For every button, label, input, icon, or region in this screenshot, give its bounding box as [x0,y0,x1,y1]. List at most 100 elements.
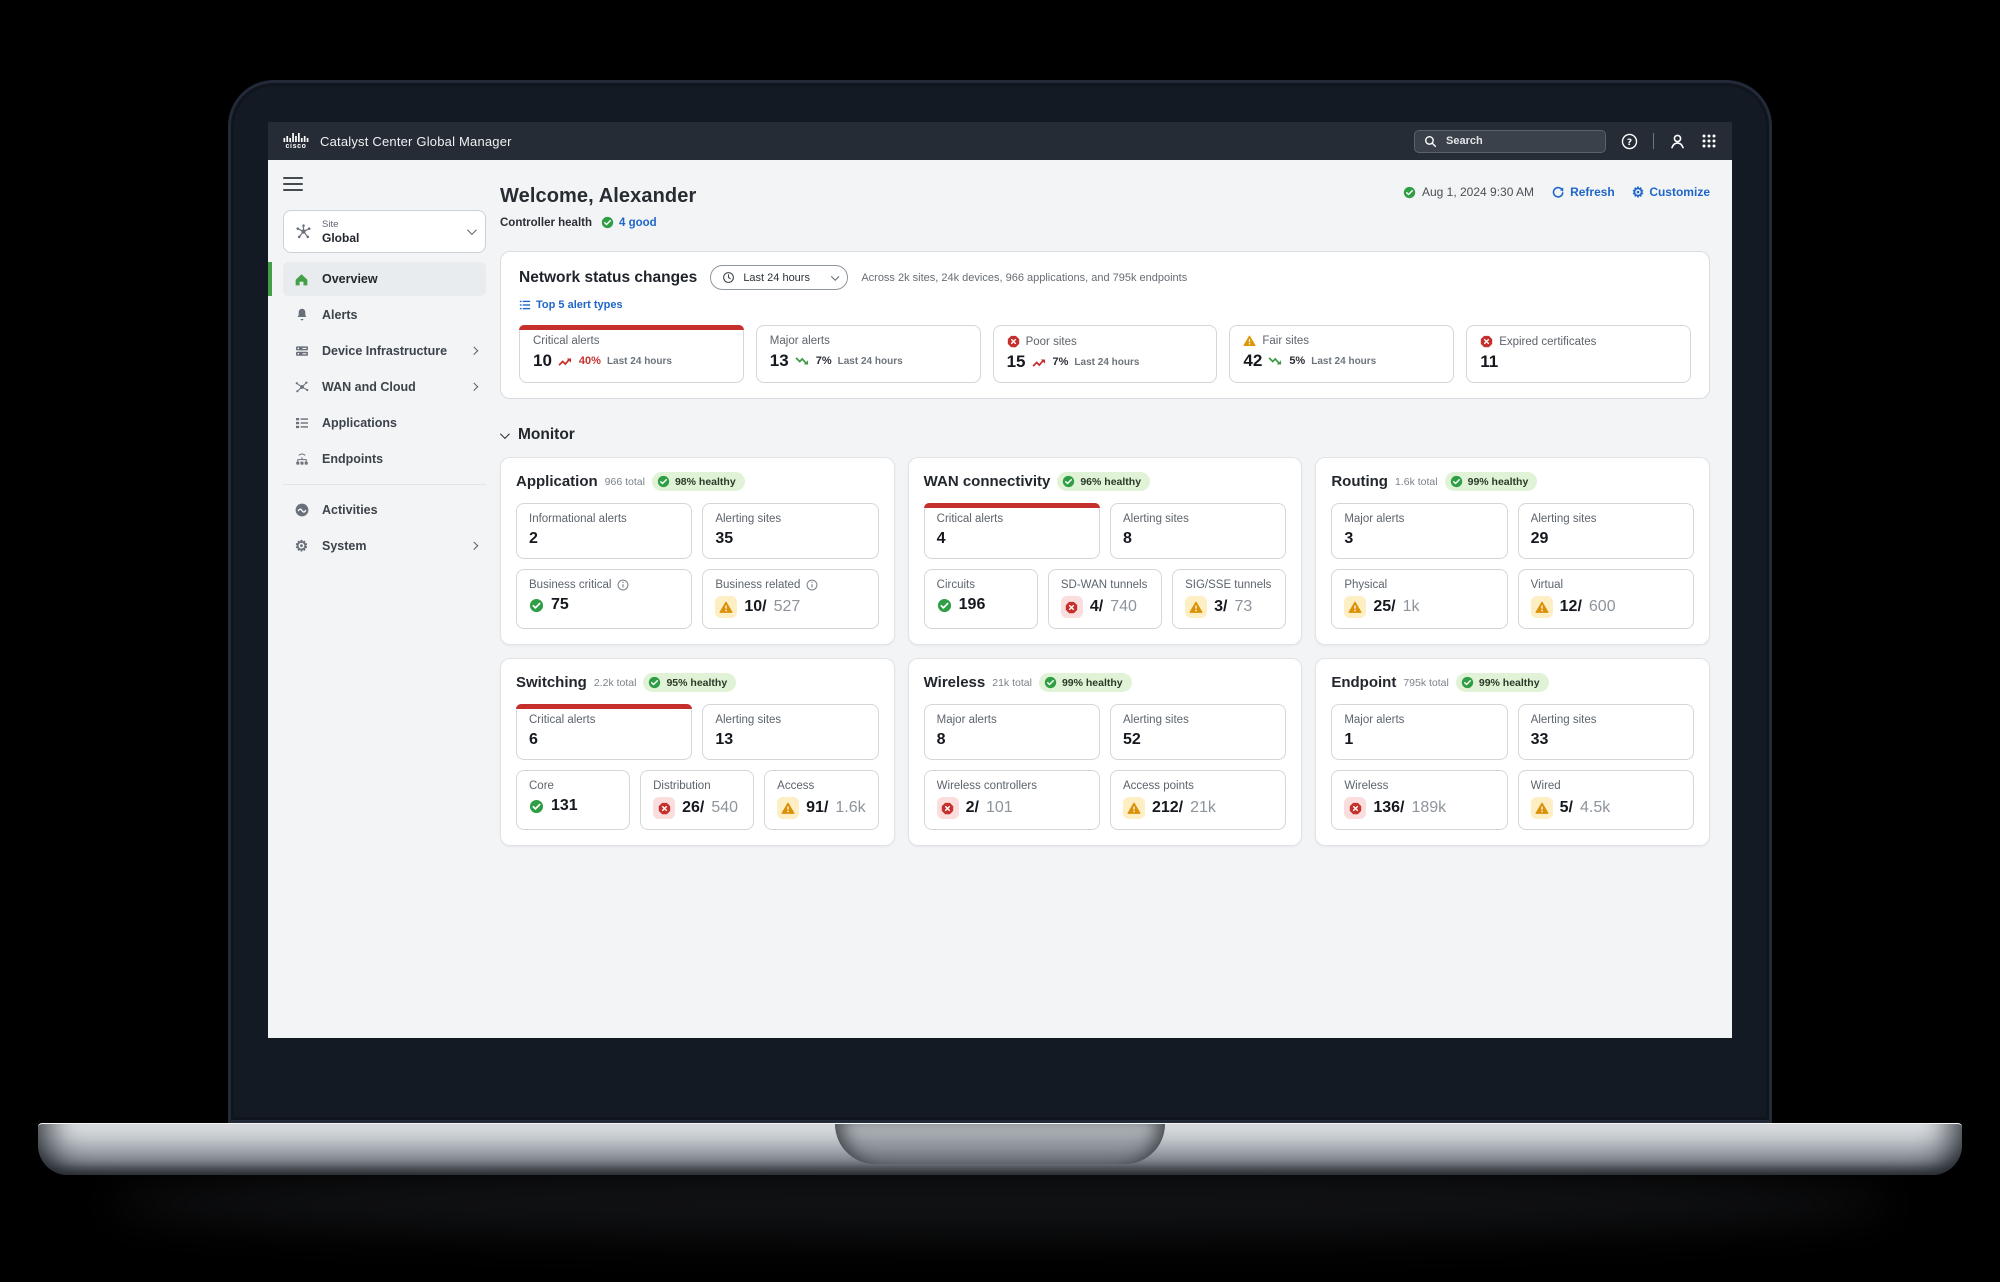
top-alert-types-link[interactable]: Top 5 alert types [519,299,623,311]
info-icon[interactable] [806,579,818,591]
status-card-critical-alerts[interactable]: Critical alerts 10 40% Last 24 hours [519,325,744,383]
monitor-card-switching: Switching 2.2k total 95% healthy Critica… [500,658,895,846]
metric-tile[interactable]: Core 131 [516,770,631,830]
list-icon [519,300,531,310]
metric-value: 2/ [965,799,979,816]
metric-tile[interactable]: SD-WAN tunnels 4/740 [1047,569,1163,629]
sidebar-item-device-infrastructure[interactable]: Device Infrastructure [283,334,486,368]
monitor-card-total: 2.2k total [593,676,637,689]
info-icon[interactable] [617,579,629,591]
sidebar-item-label: Activities [322,503,378,517]
metric-value: 4 [936,530,946,547]
chevron-down-icon [466,225,477,236]
metric-label: Core [529,780,554,792]
metric-tile[interactable]: Virtual 12/600 [1517,569,1694,629]
menu-toggle-icon[interactable] [283,173,303,195]
metric-label: Critical alerts [529,714,596,726]
status-card-value: 42 [1243,351,1263,370]
site-selector[interactable]: Site Global [283,210,486,253]
healthy-badge-label: 99% healthy [1467,475,1529,488]
error-badge-icon [936,797,959,819]
sidebar: Site Global Overview [268,160,500,1038]
metric-tile[interactable]: Business related 10/527 [702,569,879,629]
metric-tile[interactable]: Major alerts 8 [923,704,1100,760]
status-card-expired-certificates[interactable]: Expired certificates 11 [1466,325,1691,383]
customize-button[interactable]: ⚙ Customize [1632,185,1710,199]
time-range-dropdown[interactable]: Last 24 hours [710,265,849,290]
sidebar-item-endpoints[interactable]: Endpoints [283,442,486,476]
status-card-label: Poor sites [1025,335,1077,348]
main-content: Welcome, Alexander Aug 1, 2024 9:30 AM R… [499,160,1732,1038]
metric-label: Informational alerts [529,513,627,525]
controller-health-link[interactable]: 4 good [601,216,657,229]
monitor-card-title: Routing [1331,473,1388,490]
search-box[interactable] [1414,129,1606,153]
sidebar-item-applications[interactable]: Applications [283,406,486,440]
metric-tile[interactable]: SIG/SSE tunnels 3/73 [1172,569,1287,629]
metric-tile[interactable]: Wired 5/4.5k [1517,770,1694,830]
metric-tile[interactable]: Business critical 75 [516,569,693,629]
status-card-value: 11 [1480,352,1499,371]
monitor-card-endpoint: Endpoint 795k total 99% healthy Major al… [1315,658,1710,846]
user-icon[interactable] [1669,133,1686,150]
metric-value: 8 [936,731,946,748]
status-card-poor-sites[interactable]: Poor sites 15 7% Last 24 hours [992,325,1218,383]
status-card-fair-sites[interactable]: Fair sites 42 5% Last 24 hours [1229,325,1455,383]
metric-tile[interactable]: Alerting sites 33 [1517,704,1694,760]
metric-tile[interactable]: Access points 212/21k [1109,770,1287,830]
monitor-card-routing: Routing 1.6k total 99% healthy Major ale… [1315,457,1710,645]
metric-tile[interactable]: Critical alerts 6 [516,704,693,760]
search-input[interactable] [1444,134,1596,148]
error-octagon-icon [1007,335,1020,348]
healthy-badge-label: 95% healthy [666,676,728,689]
trend-up-icon [558,358,571,366]
healthy-badge: 95% healthy [643,673,737,692]
sidebar-item-wan-and-cloud[interactable]: WAN and Cloud [283,370,486,404]
metric-tile[interactable]: Critical alerts 4 [923,503,1101,559]
trend-period: Last 24 hours [837,355,903,367]
system-gear-icon: ⚙ [294,537,309,555]
trend-value: 7% [1052,356,1069,368]
error-octagon-icon [1480,335,1493,348]
metric-tile[interactable]: Alerting sites 35 [702,503,879,559]
metric-tile[interactable]: Distribution 26/540 [640,770,755,830]
metric-value: 3/ [1214,598,1228,615]
sidebar-item-overview[interactable]: Overview [268,262,486,296]
metric-tile[interactable]: Alerting sites 13 [702,704,879,760]
sidebar-item-alerts[interactable]: Alerts [283,298,486,332]
sidebar-item-system[interactable]: ⚙ System [283,529,486,563]
status-card-label: Major alerts [769,335,830,347]
metric-denominator: 73 [1234,598,1253,615]
metric-tile[interactable]: Major alerts 3 [1331,503,1508,559]
help-icon[interactable]: ? [1621,133,1638,150]
metric-denominator: 527 [773,598,801,615]
metric-tile[interactable]: Circuits 196 [923,569,1038,629]
healthy-badge: 99% healthy [1455,673,1549,692]
monitor-section-toggle[interactable]: Monitor [499,426,1710,444]
metric-denominator: 540 [711,799,739,816]
metric-label: Wireless controllers [936,780,1037,792]
metric-tile[interactable]: Alerting sites 52 [1109,704,1287,760]
metric-tile[interactable]: Major alerts 1 [1331,704,1508,760]
metric-tile[interactable]: Alerting sites 29 [1517,503,1694,559]
sidebar-item-label: Applications [322,416,398,430]
metric-tile[interactable]: Informational alerts 2 [516,503,693,559]
metric-tile[interactable]: Wireless 136/189k [1331,770,1508,830]
error-badge-icon [1060,596,1083,618]
network-status-title: Network status changes [519,268,698,286]
chevron-right-icon [469,347,478,355]
metric-tile[interactable]: Access 91/1.6k [764,770,879,830]
healthy-badge-label: 99% healthy [1478,676,1540,689]
app-grid-icon[interactable] [1701,133,1717,149]
metric-tile[interactable]: Wireless controllers 2/101 [923,770,1100,830]
status-card-major-alerts[interactable]: Major alerts 13 7% Last 24 hours [755,325,981,383]
check-circle-icon [1044,676,1057,689]
last-updated: Aug 1, 2024 9:30 AM [1403,185,1534,199]
metric-denominator: 101 [986,799,1013,816]
refresh-button[interactable]: Refresh [1551,185,1615,199]
sidebar-item-activities[interactable]: Activities [283,493,486,527]
monitor-card-application: Application 966 total 98% healthy Inform… [500,457,895,645]
metric-tile[interactable]: Physical 25/1k [1331,569,1508,629]
metric-tile[interactable]: Alerting sites 8 [1109,503,1287,559]
monitor-card-title: Switching [516,674,587,691]
